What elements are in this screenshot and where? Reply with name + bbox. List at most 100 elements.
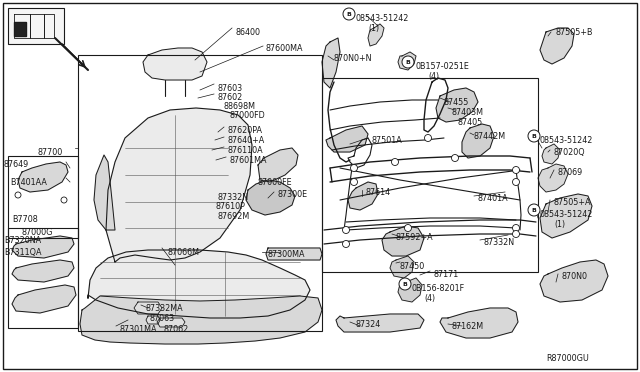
Text: 87332N: 87332N: [218, 193, 249, 202]
Text: 87692M: 87692M: [218, 212, 250, 221]
Text: 87442M: 87442M: [474, 132, 506, 141]
Text: B: B: [406, 60, 410, 64]
Circle shape: [61, 197, 67, 203]
Text: 87000FD: 87000FD: [230, 111, 266, 120]
Polygon shape: [134, 302, 162, 314]
Text: 0B157-0251E: 0B157-0251E: [416, 62, 470, 71]
Polygon shape: [12, 260, 74, 282]
Text: 87000FE: 87000FE: [258, 178, 292, 187]
Polygon shape: [157, 318, 185, 327]
Text: 88698M: 88698M: [224, 102, 256, 111]
Text: 87450: 87450: [400, 262, 425, 271]
Circle shape: [15, 192, 21, 198]
Text: B: B: [532, 134, 536, 138]
Polygon shape: [398, 278, 422, 302]
Text: B: B: [403, 282, 408, 286]
Polygon shape: [106, 108, 252, 262]
Circle shape: [404, 224, 412, 231]
Polygon shape: [462, 124, 494, 158]
Polygon shape: [146, 316, 160, 324]
Text: 87603: 87603: [218, 84, 243, 93]
Text: 87592+A: 87592+A: [396, 233, 434, 242]
Text: 87505+A: 87505+A: [554, 198, 591, 207]
Polygon shape: [14, 22, 26, 36]
Text: 87600MA: 87600MA: [265, 44, 303, 53]
Polygon shape: [12, 236, 74, 258]
Polygon shape: [30, 14, 44, 38]
Text: (1): (1): [554, 220, 565, 229]
Circle shape: [528, 204, 540, 216]
Text: 08543-51242: 08543-51242: [540, 210, 593, 219]
Circle shape: [513, 179, 520, 186]
Polygon shape: [436, 88, 478, 122]
Text: 08543-51242: 08543-51242: [356, 14, 410, 23]
Text: R87000GU: R87000GU: [546, 354, 589, 363]
Text: 87063: 87063: [150, 314, 175, 323]
Polygon shape: [258, 148, 298, 182]
Bar: [8, 156, 78, 238]
Text: 87062: 87062: [163, 325, 188, 334]
Polygon shape: [382, 226, 424, 256]
Polygon shape: [348, 182, 378, 210]
Text: 87332MA: 87332MA: [145, 304, 182, 313]
Text: 87300MA: 87300MA: [268, 250, 305, 259]
Text: 08543-51242: 08543-51242: [540, 136, 593, 145]
Text: 87171: 87171: [434, 270, 460, 279]
Circle shape: [402, 56, 414, 68]
Text: B7311QA: B7311QA: [4, 248, 42, 257]
Text: 87324: 87324: [356, 320, 381, 329]
Text: B7401AA: B7401AA: [10, 178, 47, 187]
Polygon shape: [246, 180, 295, 215]
Text: 87501A: 87501A: [372, 136, 403, 145]
Text: 87162M: 87162M: [452, 322, 484, 331]
Text: 87069: 87069: [558, 168, 583, 177]
Polygon shape: [542, 144, 560, 164]
Polygon shape: [143, 48, 207, 80]
Text: 87301MA: 87301MA: [120, 325, 157, 334]
Polygon shape: [538, 164, 568, 192]
Text: 87620PA: 87620PA: [228, 126, 263, 135]
Text: B7708: B7708: [12, 215, 38, 224]
Polygon shape: [322, 38, 340, 88]
Circle shape: [528, 130, 540, 142]
Polygon shape: [336, 314, 424, 332]
Text: B: B: [347, 12, 351, 16]
Bar: [78, 55, 322, 331]
Polygon shape: [390, 256, 414, 278]
Polygon shape: [94, 155, 115, 230]
Polygon shape: [18, 162, 68, 192]
Text: 87066M: 87066M: [168, 248, 200, 257]
Polygon shape: [540, 194, 592, 238]
Text: 86400: 86400: [236, 28, 261, 37]
Text: 87000G: 87000G: [22, 228, 53, 237]
Text: 87401A: 87401A: [478, 194, 509, 203]
Polygon shape: [44, 14, 54, 38]
Bar: [8, 8, 64, 44]
Polygon shape: [12, 285, 76, 313]
Text: 87300E: 87300E: [278, 190, 308, 199]
Text: 87602: 87602: [218, 93, 243, 102]
Polygon shape: [540, 260, 608, 302]
Text: B7320NA: B7320NA: [4, 236, 41, 245]
Text: 87405: 87405: [458, 118, 483, 127]
Text: 87700: 87700: [38, 148, 63, 157]
Bar: [322, 78, 538, 272]
Polygon shape: [440, 308, 518, 338]
Polygon shape: [14, 14, 30, 38]
Text: (1): (1): [368, 24, 379, 33]
Text: 87649: 87649: [4, 160, 29, 169]
Circle shape: [392, 158, 399, 166]
Text: 87640+A: 87640+A: [228, 136, 265, 145]
Text: (4): (4): [428, 72, 439, 81]
Circle shape: [513, 167, 520, 173]
Circle shape: [342, 241, 349, 247]
Text: 87614: 87614: [366, 188, 391, 197]
Polygon shape: [326, 126, 368, 152]
Text: 87403M: 87403M: [452, 108, 484, 117]
Text: (4): (4): [424, 294, 435, 303]
Circle shape: [343, 8, 355, 20]
Text: 876110A: 876110A: [228, 146, 264, 155]
Polygon shape: [540, 28, 574, 64]
Bar: [8, 228, 78, 328]
Circle shape: [399, 278, 411, 290]
